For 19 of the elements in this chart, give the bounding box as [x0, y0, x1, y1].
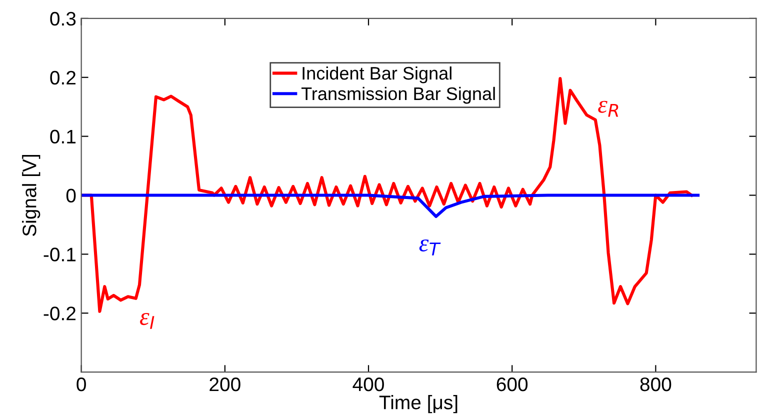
y-tick-label: 0.3 [50, 12, 76, 26]
y-tick-label: 0.2 [50, 70, 76, 85]
line-series [81, 194, 700, 218]
y-tick-label: -0.1 [44, 248, 76, 262]
x-tick-label: 600 [496, 377, 528, 392]
x-tick-label: 200 [210, 377, 240, 392]
annotation: ε$_{I}$ [140, 313, 154, 329]
y-tick-label: -0.2 [44, 306, 76, 320]
x-tick-label: 800 [640, 377, 672, 392]
x-tick-label: 400 [352, 377, 384, 392]
legend-label: Incident Bar Signal [302, 66, 452, 84]
y-tick-label: 0 [66, 188, 76, 202]
y-tick-label: 0.1 [50, 130, 76, 144]
y-axis-title: Signal [V] [22, 155, 40, 236]
x-tick-label: 0 [76, 377, 86, 392]
annotation: ε$_{R}$ [598, 100, 618, 117]
legend-label: Transmission Bar Signal [301, 86, 495, 104]
x-axis-title: Time [μs] [379, 395, 458, 414]
annotation: ε$_{T}$ [419, 239, 441, 256]
